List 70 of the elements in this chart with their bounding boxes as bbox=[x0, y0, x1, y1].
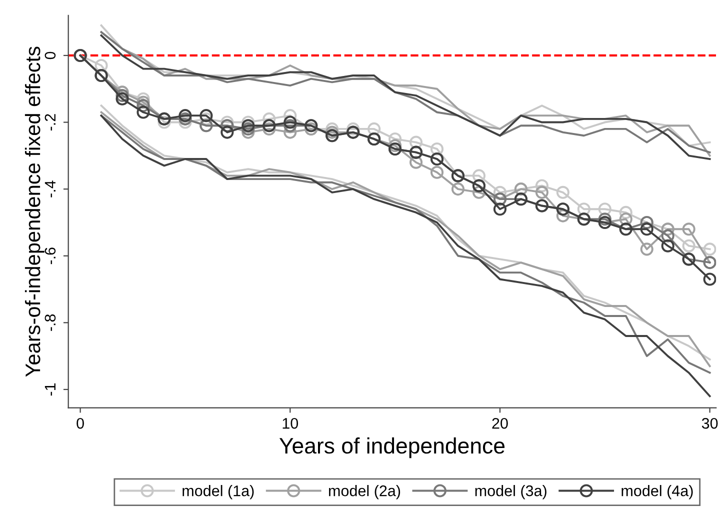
point bbox=[136, 92, 150, 106]
y-tick-label: 0 bbox=[44, 52, 56, 60]
point bbox=[200, 112, 213, 126]
point bbox=[116, 92, 129, 106]
point bbox=[556, 209, 570, 222]
point bbox=[388, 139, 402, 152]
point bbox=[158, 116, 171, 129]
point bbox=[284, 126, 297, 139]
point bbox=[94, 58, 108, 72]
point bbox=[116, 89, 129, 102]
point bbox=[703, 272, 716, 286]
x-tick-label: 0 bbox=[76, 418, 84, 429]
point bbox=[136, 106, 150, 119]
point bbox=[577, 202, 590, 216]
point bbox=[284, 109, 297, 122]
point bbox=[535, 179, 548, 192]
legend-label: model (1a) bbox=[182, 485, 254, 500]
point bbox=[136, 96, 150, 109]
y-tick-label: -.6 bbox=[44, 248, 56, 264]
y-tick-label: -.8 bbox=[44, 314, 56, 331]
point bbox=[430, 142, 444, 156]
point bbox=[220, 116, 234, 129]
point bbox=[326, 122, 339, 136]
point bbox=[388, 132, 402, 146]
point bbox=[619, 206, 632, 219]
point bbox=[640, 222, 654, 236]
legend-label: model (2a) bbox=[329, 485, 400, 500]
point bbox=[472, 169, 486, 182]
legend-label: model (4a) bbox=[622, 485, 693, 500]
y-tick-label: -.4 bbox=[44, 180, 56, 198]
point bbox=[556, 186, 570, 199]
point bbox=[661, 239, 674, 252]
point bbox=[493, 202, 506, 216]
point bbox=[451, 182, 465, 196]
point bbox=[242, 122, 255, 136]
point bbox=[178, 116, 192, 129]
point bbox=[598, 212, 612, 226]
point bbox=[242, 119, 255, 132]
point bbox=[284, 119, 297, 132]
point bbox=[284, 116, 297, 129]
point bbox=[136, 99, 150, 112]
point bbox=[598, 202, 612, 216]
point bbox=[682, 222, 696, 236]
point bbox=[493, 186, 506, 199]
point bbox=[703, 242, 716, 256]
point bbox=[262, 112, 276, 126]
y-tick-label: -.2 bbox=[44, 114, 56, 131]
point bbox=[619, 212, 632, 226]
point bbox=[661, 229, 674, 242]
x-tick-label: 30 bbox=[702, 418, 718, 429]
point bbox=[640, 242, 654, 256]
point bbox=[242, 126, 255, 139]
point bbox=[220, 126, 234, 139]
point bbox=[368, 122, 381, 136]
point bbox=[410, 136, 423, 149]
point bbox=[410, 156, 423, 169]
x-tick-label: 20 bbox=[492, 418, 508, 429]
y-axis-title: Years-of-independence fixed effects bbox=[24, 46, 44, 377]
point bbox=[535, 186, 548, 199]
point bbox=[430, 166, 444, 179]
x-tick-label: 10 bbox=[282, 418, 298, 429]
point bbox=[200, 109, 213, 122]
x-axis-title: Years of independence bbox=[279, 437, 505, 458]
point bbox=[346, 122, 360, 136]
legend-label: model (3a) bbox=[475, 485, 546, 500]
point bbox=[262, 122, 276, 136]
y-tick-label: -1 bbox=[44, 383, 56, 396]
point bbox=[682, 239, 696, 252]
point bbox=[178, 109, 192, 122]
point bbox=[326, 126, 339, 139]
